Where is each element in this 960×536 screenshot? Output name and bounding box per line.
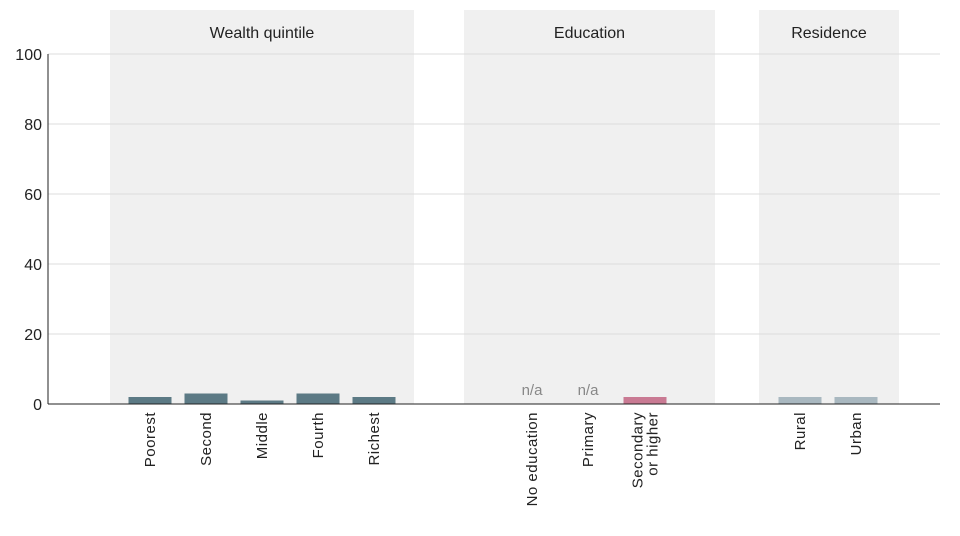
y-tick-label: 60 bbox=[24, 187, 42, 204]
na-label: n/a bbox=[522, 382, 544, 399]
y-tick-label: 20 bbox=[24, 327, 42, 344]
bar bbox=[296, 393, 340, 404]
group-panel bbox=[110, 10, 414, 404]
y-tick-label: 100 bbox=[15, 47, 42, 64]
x-tick-label: Fourth bbox=[310, 412, 327, 458]
group-panel bbox=[464, 10, 715, 404]
x-tick-label: or higher bbox=[645, 412, 662, 476]
x-tick-label: Middle bbox=[254, 412, 271, 459]
bar bbox=[128, 397, 172, 404]
x-tick-label: Rural bbox=[792, 412, 809, 450]
bar bbox=[623, 397, 667, 404]
y-tick-label: 0 bbox=[33, 397, 42, 414]
x-tick-label: Secondary bbox=[630, 412, 647, 488]
x-tick-label: Richest bbox=[366, 412, 383, 466]
x-tick-label: Poorest bbox=[142, 412, 159, 468]
y-tick-label: 80 bbox=[24, 117, 42, 134]
group-panel bbox=[759, 10, 899, 404]
group-title: Residence bbox=[791, 25, 867, 42]
bar bbox=[240, 400, 284, 404]
bar bbox=[352, 397, 396, 404]
bar bbox=[778, 397, 822, 404]
x-tick-label: Second bbox=[198, 412, 215, 466]
group-title: Wealth quintile bbox=[210, 25, 315, 42]
x-tick-label: No education bbox=[524, 412, 541, 506]
na-label: n/a bbox=[578, 382, 600, 399]
x-tick-label: Urban bbox=[848, 412, 865, 455]
y-tick-label: 40 bbox=[24, 257, 42, 274]
group-title: Education bbox=[554, 25, 625, 42]
bar bbox=[184, 393, 228, 404]
bar bbox=[834, 397, 878, 404]
x-tick-label: Primary bbox=[580, 412, 597, 467]
